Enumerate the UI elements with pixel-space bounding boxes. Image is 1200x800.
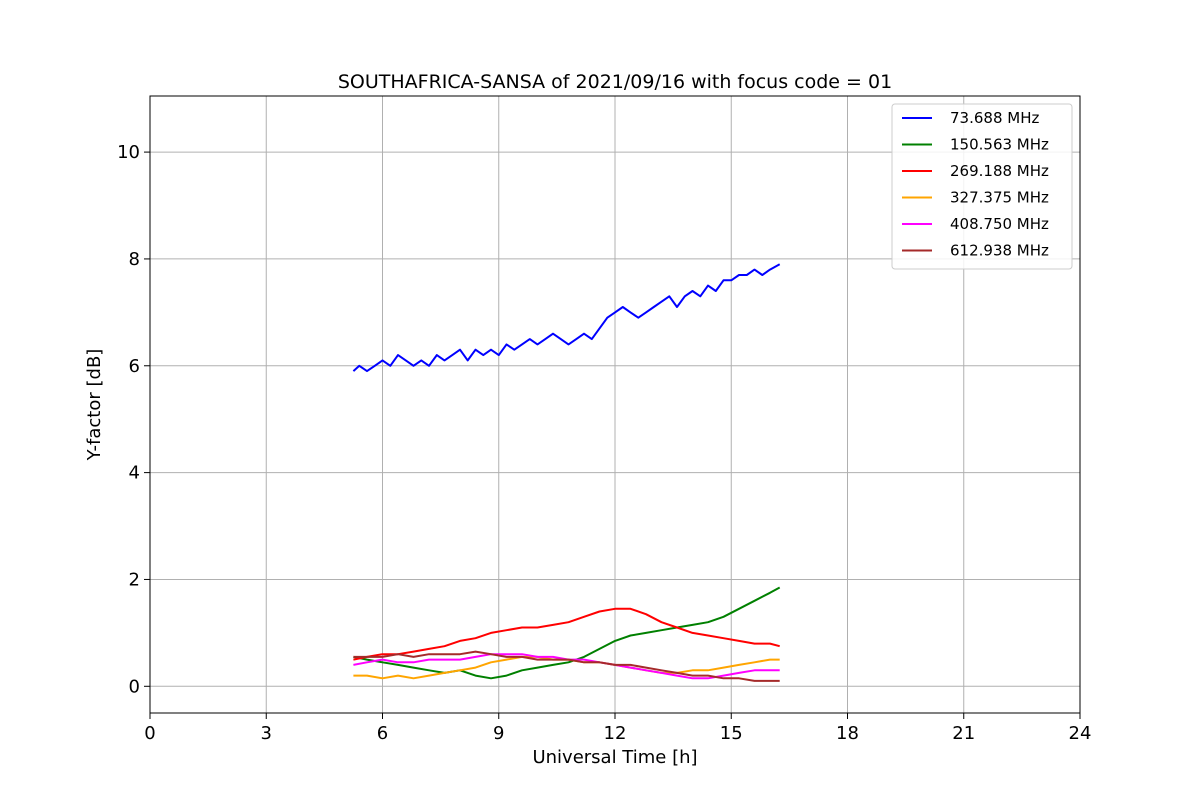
x-tick-label: 21 [952, 723, 975, 744]
y-axis-label: Y-factor [dB] [84, 349, 105, 462]
x-tick-label: 24 [1069, 723, 1092, 744]
series-line-5 [353, 650, 780, 682]
series-layer [352, 263, 781, 682]
y-tick-label: 0 [129, 676, 140, 697]
legend-label: 327.375 MHz [950, 189, 1049, 207]
chart-title: SOUTHAFRICA-SANSA of 2021/09/16 with foc… [338, 71, 892, 93]
legend-label: 73.688 MHz [950, 109, 1039, 127]
x-tick-label: 15 [720, 723, 743, 744]
x-axis-label: Universal Time [h] [532, 747, 697, 768]
legend-label: 150.563 MHz [950, 136, 1049, 154]
series-line-0 [352, 263, 781, 373]
series-line-2 [353, 607, 780, 661]
x-tick-label: 3 [261, 723, 272, 744]
legend: 73.688 MHz 150.563 MHz 269.188 MHz 327.375 … [891, 103, 1073, 270]
x-tick-label: 12 [604, 723, 627, 744]
x-tick-label: 0 [144, 723, 155, 744]
legend-label: 612.938 MHz [950, 242, 1049, 260]
series-line-1 [353, 586, 781, 680]
y-tick-label: 2 [129, 569, 140, 590]
y-tick-label: 8 [129, 249, 140, 270]
legend-label: 408.750 MHz [950, 215, 1049, 233]
x-tick-label: 9 [493, 723, 504, 744]
x-tick-label: 18 [836, 723, 859, 744]
x-tick-label: 6 [377, 723, 388, 744]
y-tick-label: 4 [129, 463, 140, 484]
legend-label: 269.188 MHz [950, 162, 1049, 180]
y-tick-label: 10 [117, 142, 140, 163]
legend-box [891, 103, 1073, 270]
y-tick-label: 6 [129, 356, 140, 377]
